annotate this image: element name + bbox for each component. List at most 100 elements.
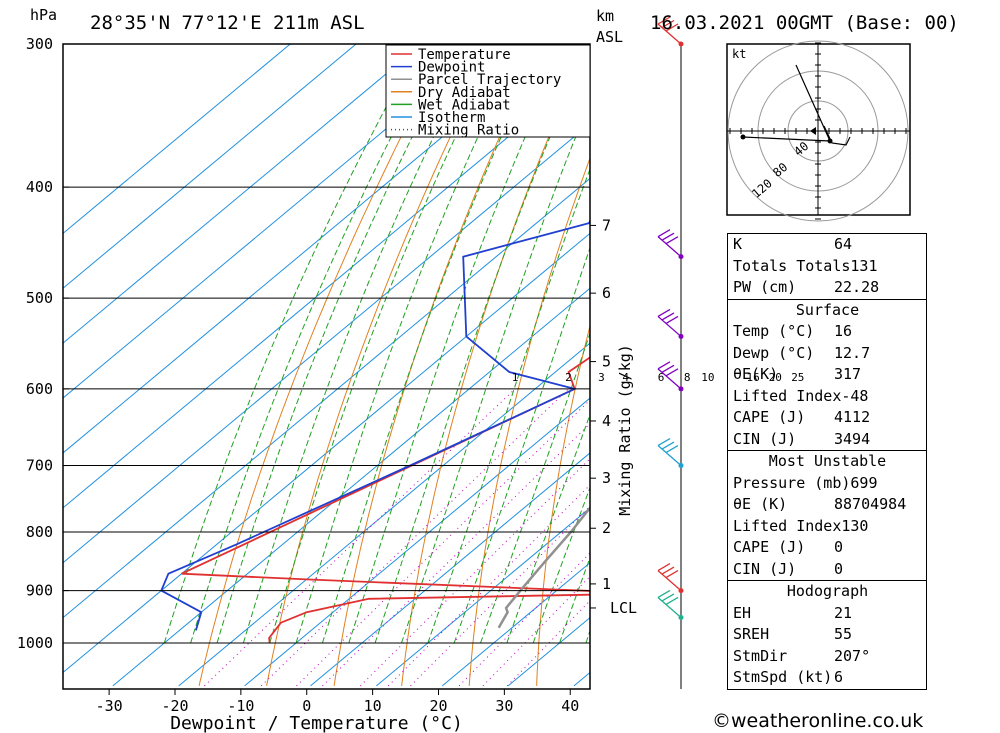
isotherm <box>63 44 489 399</box>
isotherm <box>112 287 590 687</box>
wet-adiabat <box>559 556 590 644</box>
mu-li: Lifted Index 130 <box>733 516 869 535</box>
copyright[interactable]: ©weatheronline.co.uk <box>712 710 924 732</box>
location-title: 28°35'N 77°12'E 211m ASL <box>90 12 365 34</box>
hodograph-left-vector <box>742 136 831 142</box>
x-axis-label: Dewpoint / Temperature (°C) <box>170 713 463 733</box>
hodo-sreh: SREH 55 <box>733 625 853 643</box>
km-unit: km <box>596 7 615 25</box>
mu-theta: θE (K) 88704984 <box>733 495 907 513</box>
x-tick-label: -10 <box>227 697 254 715</box>
mixing-ratio-label: 4 <box>622 371 629 384</box>
wind-barb <box>657 229 682 258</box>
wind-barb <box>657 437 682 467</box>
wet-adiabat <box>374 44 590 644</box>
indices-box: K 64 Totals Totals 131 PW (cm) 22.28 <box>727 233 927 299</box>
mixing-ratio-line <box>387 484 590 687</box>
isotherm <box>63 44 555 454</box>
legend-entry: Dry Adiabat <box>418 85 511 101</box>
wet-adiabat <box>242 44 481 644</box>
isotherm <box>376 507 590 687</box>
mixing-ratio-label: 10 <box>701 371 714 384</box>
x-tick-label: -30 <box>96 697 123 715</box>
storm-motion-arrow <box>810 127 816 135</box>
surface-cin: CIN (J) 3494 <box>733 429 871 448</box>
mixing-ratio-label: 3 <box>598 371 605 384</box>
pressure-tick-label: 900 <box>26 582 53 600</box>
isotherm <box>63 44 357 289</box>
dry-adiabat <box>333 44 543 686</box>
isotherm <box>310 452 590 687</box>
surface-li: Lifted Index -48 <box>733 386 869 405</box>
km-tick-label: 5 <box>602 353 611 371</box>
mixing-ratio-axis-label: Mixing Ratio (g/kg) <box>616 344 634 516</box>
km-tick-label: 1 <box>602 575 611 593</box>
hodograph-unit: kt <box>732 47 746 61</box>
x-tick-label: 10 <box>364 697 382 715</box>
surface-cape: CAPE (J) 4112 <box>733 408 871 426</box>
dry-adiabat <box>974 44 1000 686</box>
x-tick-label: 30 <box>495 697 513 715</box>
km-tick-label: 2 <box>602 519 611 537</box>
hodograph-upper-vector <box>795 64 831 142</box>
mu-pressure: Pressure (mb) 699 <box>733 473 878 492</box>
wind-barb <box>657 361 682 390</box>
isotherm <box>244 397 590 687</box>
isotherm <box>63 44 423 344</box>
mixing-ratio-label: 25 <box>791 371 804 384</box>
pressure-tick-label: 500 <box>26 289 53 307</box>
mu-cin: CIN (J) 0 <box>733 559 844 578</box>
mixing-ratio-label: 20 <box>769 371 782 384</box>
lcl-label: LCL <box>610 599 637 617</box>
km-tick-label: 4 <box>602 412 611 430</box>
wet-adiabat <box>295 44 523 644</box>
pressure-tick-label: 300 <box>26 35 53 53</box>
wind-barb <box>657 308 682 337</box>
pressure-tick-label: 700 <box>26 457 53 475</box>
mu-title: Most Unstable <box>768 452 887 470</box>
km-tick-label: 3 <box>602 469 611 487</box>
dry-adiabat <box>198 44 449 687</box>
wet-adiabat <box>401 100 590 644</box>
index-row-tt: Totals Totals 131 <box>733 256 878 275</box>
surface-theta: θE(K) 317 <box>733 365 862 383</box>
index-row-pw: PW (cm) 22.28 <box>733 278 880 296</box>
dry-adiabat <box>266 44 496 686</box>
index-row-k: K 64 <box>733 235 853 253</box>
km-tick-label: 7 <box>602 216 611 234</box>
mixing-ratio-line <box>296 399 590 687</box>
wet-adiabat <box>453 246 590 644</box>
x-tick-label: 20 <box>429 697 447 715</box>
wind-barb <box>657 589 682 618</box>
legend-entry: Wet Adiabat <box>418 97 511 113</box>
pressure-tick-label: 400 <box>26 178 53 196</box>
surface-temp: Temp (°C) 16 <box>733 322 853 340</box>
hpa-label: hPa <box>30 6 58 24</box>
dry-adiabat <box>468 156 590 686</box>
isotherm <box>63 177 590 619</box>
pressure-tick-label: 600 <box>26 380 53 398</box>
dewpoint-line <box>160 44 590 631</box>
wind-barb <box>657 16 682 45</box>
asl-unit: ASL <box>596 28 624 46</box>
wet-adiabat <box>216 44 460 644</box>
mixing-ratio-label: 1 <box>512 371 519 384</box>
isotherm <box>63 44 291 235</box>
wind-barb <box>657 563 682 592</box>
plot-frame <box>62 43 591 690</box>
mu-cape: CAPE (J) 0 <box>733 538 844 556</box>
surface-title: Surface <box>795 300 860 319</box>
mixing-ratio-label: 8 <box>684 371 691 384</box>
most-unstable-box: Most Unstable Pressure (mb) 699 θE (K) 887… <box>727 450 927 580</box>
wind-profile <box>657 16 684 689</box>
hodograph-point <box>827 138 833 144</box>
legend-entry: Mixing Ratio <box>418 123 519 139</box>
wet-adiabat <box>532 486 590 644</box>
hodo-title: Hodograph <box>786 582 869 600</box>
km-label: km ASL <box>596 6 623 48</box>
legend-entry: Dewpoint <box>418 60 485 76</box>
legend-entry: Temperature <box>418 47 511 63</box>
x-tick-label: -20 <box>161 697 188 715</box>
